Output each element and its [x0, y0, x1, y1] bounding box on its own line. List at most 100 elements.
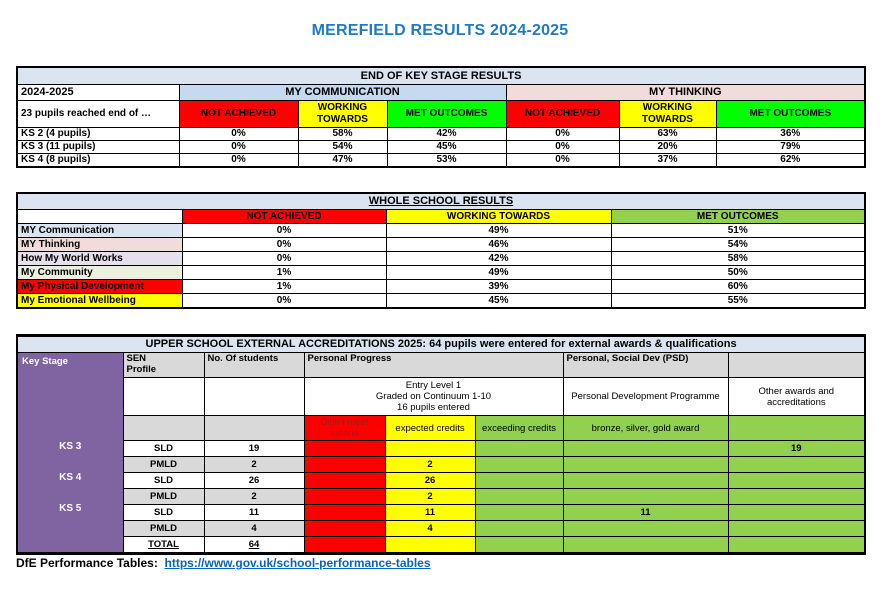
category-label: My Community [16, 265, 183, 280]
table-row: MY Thinking 0% 46% 54% [16, 237, 866, 252]
sen-cell: SLD [122, 472, 205, 489]
sen-profile-header: SEN Profile [122, 352, 205, 378]
footer: DfE Performance Tables: https://www.gov.… [16, 556, 431, 570]
table-row: SLD 19 19 [17, 440, 866, 457]
other-awards-cell [727, 520, 866, 537]
ks3-label: KS 3 [59, 441, 82, 452]
personal-progress-header: Personal Progress [303, 352, 564, 378]
other-awards-cell [727, 504, 866, 521]
sen-cell: SLD [122, 504, 205, 521]
empty-cell [122, 415, 205, 441]
value-cell: 62% [715, 153, 866, 168]
table-row: SLD 11 11 11 [17, 504, 866, 521]
value-cell: 45% [386, 140, 507, 154]
exceeding-cell [474, 488, 564, 505]
table-row: My Emotional Wellbeing 0% 45% 55% [16, 293, 866, 309]
ks4-label: KS 4 [59, 472, 82, 483]
value-cell: 0% [178, 140, 299, 154]
category-label: How My World Works [16, 251, 183, 266]
key-stage-column: Key Stage KS 3 KS 4 KS 5 [16, 352, 124, 554]
value-cell: 51% [610, 223, 866, 238]
expected-cell [384, 440, 476, 457]
whole-school-results-table: WHOLE SCHOOL RESULTS NOT ACHIEVED WORKIN… [16, 192, 866, 309]
outcome-header-working-towards: WORKING TOWARDS [618, 100, 717, 128]
category-label: MY Communication [16, 223, 183, 238]
value-cell: 50% [610, 265, 866, 280]
empty-cell [122, 377, 205, 416]
table-row: 23 pupils reached end of … NOT ACHIEVED … [16, 100, 866, 128]
pupils-label-cell: 23 pupils reached end of … [16, 100, 180, 128]
not-met-cell [303, 488, 386, 505]
value-cell: 0% [178, 127, 299, 141]
table-row: WHOLE SCHOOL RESULTS [16, 192, 866, 210]
table-row: My Physical Development 1% 39% 60% [16, 279, 866, 294]
value-cell: 1% [181, 279, 387, 294]
expected-cell: 11 [384, 504, 476, 521]
ks-row-label: KS 3 (11 pupils) [16, 140, 180, 154]
not-met-cell [303, 440, 386, 457]
sen-cell: SLD [122, 440, 205, 457]
ks5-label: KS 5 [59, 503, 82, 514]
column-header-met-outcomes: MET OUTCOMES [610, 209, 866, 224]
expected-cell: 2 [384, 456, 476, 473]
value-cell: 55% [610, 293, 866, 309]
entry-level-header: Entry Level 1 Graded on Continuum 1-10 1… [303, 377, 564, 416]
exceeding-cell [474, 456, 564, 473]
value-cell: 58% [297, 127, 388, 141]
value-cell: 46% [385, 237, 612, 252]
expected-cell: 4 [384, 520, 476, 537]
other-awards-cell [727, 488, 866, 505]
table-row: UPPER SCHOOL EXTERNAL ACCREDITATIONS 202… [16, 335, 866, 353]
other-awards-cell [727, 472, 866, 489]
table-row: SLD 26 26 [17, 472, 866, 489]
value-cell: 0% [181, 293, 387, 309]
table-row: PMLD 2 2 [17, 488, 866, 505]
students-header: No. Of students [203, 352, 305, 378]
performance-tables-link[interactable]: https://www.gov.uk/school-performance-ta… [164, 556, 431, 570]
value-cell: 37% [618, 153, 717, 168]
expected-cell: 2 [384, 488, 476, 505]
table-row: NOT ACHIEVED WORKING TOWARDS MET OUTCOME… [16, 209, 866, 224]
value-cell: 53% [386, 153, 507, 168]
value-cell: 58% [610, 251, 866, 266]
key-stage-header: Key Stage [22, 356, 68, 367]
group-header-thinking: MY THINKING [505, 84, 866, 101]
value-cell: 63% [618, 127, 717, 141]
table-row: How My World Works 0% 42% 58% [16, 251, 866, 266]
value-cell: 20% [618, 140, 717, 154]
sen-cell: PMLD [122, 456, 205, 473]
pdp-cell [562, 488, 729, 505]
pdp-cell [562, 440, 729, 457]
sen-cell: PMLD [122, 488, 205, 505]
key-stage-table-title: END OF KEY STAGE RESULTS [16, 66, 866, 85]
other-awards-header: Other awards and accreditations [727, 377, 866, 416]
exceeding-cell [474, 536, 564, 554]
exceeding-cell [474, 520, 564, 537]
page-title: MEREFIELD RESULTS 2024-2025 [311, 22, 569, 39]
pdp-cell: 11 [562, 504, 729, 521]
outcome-header-working-towards: WORKING TOWARDS [297, 100, 388, 128]
value-cell: 0% [181, 237, 387, 252]
group-header-communication: MY COMMUNICATION [178, 84, 507, 101]
value-cell: 39% [385, 279, 612, 294]
value-cell: 47% [297, 153, 388, 168]
not-met-cell [303, 472, 386, 489]
value-cell: 49% [385, 223, 612, 238]
value-cell: 54% [297, 140, 388, 154]
value-cell: 0% [181, 251, 387, 266]
table-row: 2024-2025 MY COMMUNICATION MY THINKING [16, 84, 866, 101]
table-row: TOTAL 64 [17, 536, 866, 554]
table-row: PMLD 4 4 [17, 520, 866, 537]
empty-cell [203, 377, 305, 416]
pdp-cell [562, 536, 729, 554]
bronze-silver-gold-header: bronze, silver, gold award [562, 415, 729, 441]
pdp-cell [562, 456, 729, 473]
outcome-header-met-outcomes: MET OUTCOMES [715, 100, 866, 128]
year-cell: 2024-2025 [16, 84, 180, 101]
exceeding-cell [474, 504, 564, 521]
table-row: KS 4 (8 pupils) 0% 47% 53% 0% 37% 62% [16, 153, 866, 168]
value-cell: 42% [385, 251, 612, 266]
expected-cell [384, 536, 476, 554]
value-cell: 36% [715, 127, 866, 141]
empty-cell [16, 209, 183, 224]
